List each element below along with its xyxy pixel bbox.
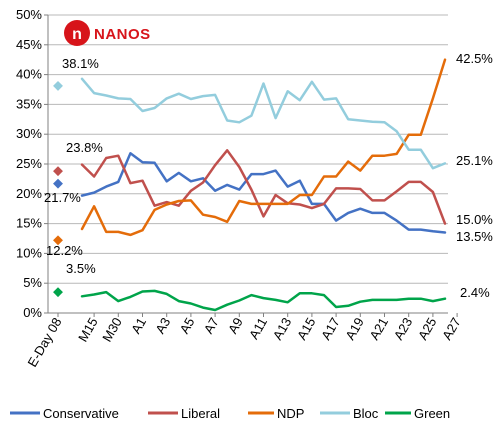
x-tick-label: A7 [201, 315, 222, 336]
eday-marker-green [53, 287, 63, 298]
logo-monogram: n [72, 26, 82, 43]
y-tick-label: 0% [23, 305, 42, 320]
y-tick-label: 10% [16, 245, 42, 260]
x-tick-label: M30 [99, 315, 125, 344]
y-tick-label: 35% [16, 96, 42, 111]
eday-label-liberal: 23.8% [66, 140, 103, 155]
legend-label-liberal: Liberal [181, 406, 220, 421]
nanos-logo: n NANOS [64, 20, 151, 46]
y-tick-label: 30% [16, 126, 42, 141]
series-line-ndp [80, 58, 447, 237]
y-tick-label: 50% [16, 7, 42, 22]
y-tick-label: 25% [16, 156, 42, 171]
legend-label-conservative: Conservative [43, 406, 119, 421]
legend-label-ndp: NDP [277, 406, 304, 421]
logo-circle [64, 20, 90, 46]
eday-label-green: 3.5% [66, 261, 96, 276]
y-tick-label: 5% [23, 275, 42, 290]
x-tick-label: A3 [152, 315, 173, 336]
x-tick-label: A9 [225, 315, 246, 336]
x-tick-label: A27 [439, 315, 464, 343]
eday-label-ndp: 12.2% [46, 243, 83, 258]
series-line-bloc [80, 77, 447, 170]
end-label-conservative: 13.5% [456, 229, 493, 244]
logo-wordmark: NANOS [94, 26, 151, 43]
y-tick-label: 45% [16, 37, 42, 52]
eday-marker-ndp [53, 235, 63, 246]
x-tick-label: A1 [128, 315, 149, 336]
x-tick-label: E-Day 08 [25, 315, 65, 369]
series-line-liberal [80, 149, 447, 225]
x-tick-label: A23 [391, 315, 416, 343]
y-tick-label: 40% [16, 67, 42, 82]
end-label-bloc: 25.1% [456, 153, 493, 168]
y-tick-label: 20% [16, 186, 42, 201]
series-lines [53, 58, 447, 312]
x-tick-label: A13 [270, 315, 295, 343]
data-labels: 21.7% 13.5% 23.8% 15.0% 12.2% 42.5% 38.1% 25.1%… [44, 51, 493, 300]
eday-marker-bloc [53, 80, 63, 91]
x-tick-label: A17 [318, 315, 343, 343]
y-tick-label: 15% [16, 216, 42, 231]
x-tick-label: A11 [246, 315, 270, 342]
end-label-liberal: 15.0% [456, 212, 493, 227]
eday-marker-conservative [53, 178, 63, 189]
legend-label-bloc: Bloc [353, 406, 379, 421]
legend-label-green: Green [414, 406, 450, 421]
x-tick-label: A19 [342, 315, 367, 343]
eday-label-conservative: 21.7% [44, 190, 81, 205]
end-label-green: 2.4% [460, 285, 490, 300]
x-tick-label: A5 [177, 315, 198, 336]
y-axis-ticks: 0% 5% 10% 15% 20% 25% 30% 35% 40% 45% 50% [16, 7, 48, 320]
series-line-green [80, 289, 447, 312]
legend: Conservative Liberal NDP Bloc Green [10, 406, 450, 421]
eday-label-bloc: 38.1% [62, 56, 99, 71]
eday-marker-liberal [53, 166, 63, 177]
end-label-ndp: 42.5% [456, 51, 493, 66]
chart-grid [47, 14, 448, 314]
x-tick-label: A25 [415, 315, 440, 343]
x-tick-label: A15 [294, 315, 319, 343]
x-tick-label: M15 [75, 315, 101, 344]
series-line-conservative [80, 152, 447, 234]
x-tick-label: A21 [367, 315, 392, 343]
